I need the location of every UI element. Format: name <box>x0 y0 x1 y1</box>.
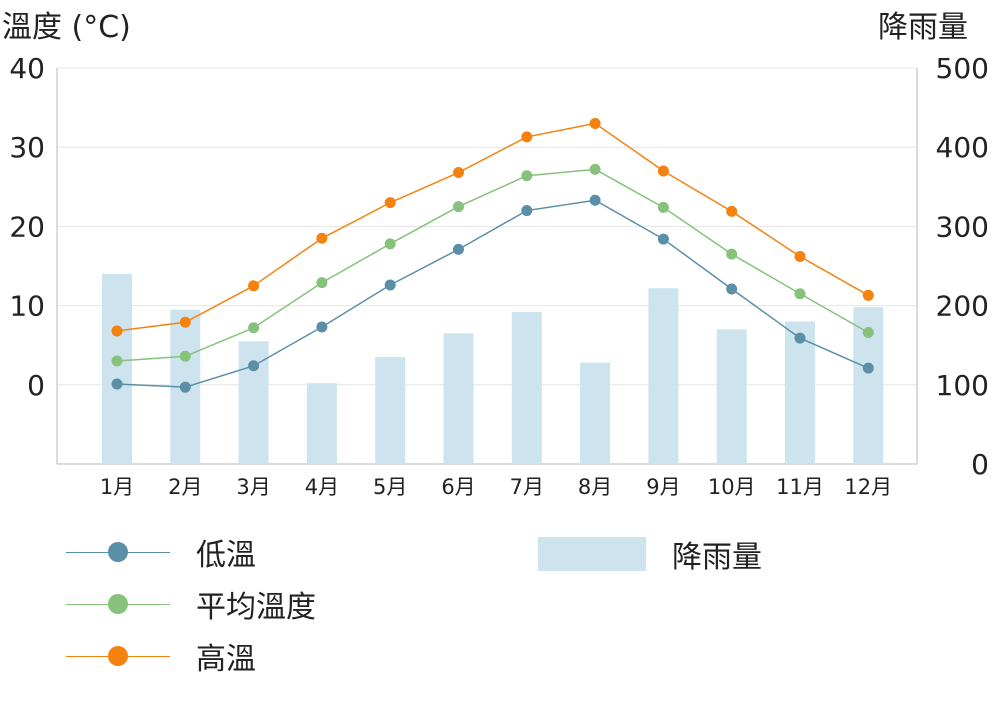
series-point <box>726 248 738 260</box>
series-point <box>453 243 464 255</box>
bar-rainfall <box>716 329 747 464</box>
x-tick-label: 4月 <box>305 475 339 499</box>
bar-rainfall <box>511 311 542 464</box>
series-point <box>589 163 601 175</box>
legend-label-mean: 平均溫度 <box>196 590 316 625</box>
x-tick-label: 10月 <box>708 475 756 499</box>
legend-swatch-mean <box>66 593 170 614</box>
bar-rainfall <box>375 357 406 464</box>
series-point <box>453 201 464 213</box>
series-point <box>862 327 874 339</box>
series-point <box>111 355 123 367</box>
series-point <box>248 360 260 372</box>
series-point <box>316 277 328 289</box>
legend-label-rainfall: 降雨量 <box>672 540 762 575</box>
y-axis-right-title: 降雨量 <box>878 10 968 45</box>
series-point <box>521 170 533 182</box>
series-point <box>657 233 669 245</box>
series-point <box>794 250 806 262</box>
x-tick-label: 11月 <box>776 475 824 499</box>
series-point <box>179 316 191 328</box>
y-tick-right: 400 <box>936 131 989 164</box>
legend-swatch-rainfall <box>538 537 646 571</box>
y-tick-right: 100 <box>936 369 989 402</box>
x-tick-label: 3月 <box>236 475 270 499</box>
legend-swatch-low <box>66 541 170 562</box>
legend-item-low: 低溫 <box>66 530 256 574</box>
y-tick-left: 10 <box>9 290 45 323</box>
series-point <box>794 288 806 300</box>
y-tick-left: 30 <box>9 131 45 164</box>
y-tick-right: 500 <box>936 52 989 85</box>
y-tick-left: 0 <box>27 369 45 402</box>
y-tick-right: 300 <box>936 210 989 243</box>
series-point <box>657 201 669 213</box>
series-point <box>726 205 738 217</box>
x-tick-label: 8月 <box>578 475 612 499</box>
legend-item-high: 高溫 <box>66 634 256 678</box>
bar-rainfall <box>102 273 132 464</box>
y-tick-right: 0 <box>971 448 989 481</box>
legend-swatch-high <box>66 645 170 666</box>
series-point <box>589 117 601 129</box>
bar-rainfall <box>648 288 679 464</box>
legend-item-rainfall: 降雨量 <box>538 532 762 576</box>
series-point <box>248 280 260 292</box>
legend-item-mean: 平均溫度 <box>66 582 316 626</box>
bar-rainfall <box>785 321 815 464</box>
series-point <box>179 381 191 393</box>
series-point <box>384 197 396 209</box>
series-line <box>116 122 869 332</box>
series-point <box>453 167 464 179</box>
series-point <box>384 238 396 250</box>
x-tick-label: 1月 <box>100 475 134 499</box>
y-tick-left: 20 <box>9 210 45 243</box>
series-line <box>116 168 869 362</box>
series-point <box>384 279 396 291</box>
bar-rainfall <box>580 362 611 464</box>
series-point <box>248 322 260 334</box>
x-tick-label: 2月 <box>168 475 202 499</box>
y-axis-left-title: 溫度 (°C) <box>2 10 131 45</box>
series-point <box>589 194 601 206</box>
x-tick-label: 6月 <box>441 475 475 499</box>
bar-rainfall <box>306 383 337 464</box>
y-tick-right: 200 <box>936 290 989 323</box>
series-point <box>521 205 533 217</box>
series-point <box>316 232 328 244</box>
series-point <box>794 332 806 344</box>
x-tick-label: 5月 <box>373 475 407 499</box>
series-line <box>116 199 869 388</box>
series-point <box>862 289 874 301</box>
x-tick-label: 9月 <box>646 475 680 499</box>
y-tick-left: 40 <box>9 52 45 85</box>
series-point <box>316 321 328 333</box>
series-point <box>111 378 123 390</box>
legend-label-low: 低溫 <box>196 538 256 573</box>
series-point <box>111 325 123 337</box>
series-point <box>726 283 738 295</box>
x-tick-label: 7月 <box>510 475 544 499</box>
series-point <box>862 362 874 374</box>
series-point <box>657 165 669 177</box>
bar-rainfall <box>443 333 474 464</box>
legend-label-high: 高溫 <box>196 642 256 677</box>
series-point <box>521 131 533 143</box>
legend: 低溫 平均溫度 高溫 降雨量 <box>0 520 992 700</box>
x-tick-label: 12月 <box>844 475 892 499</box>
series-point <box>179 350 191 362</box>
